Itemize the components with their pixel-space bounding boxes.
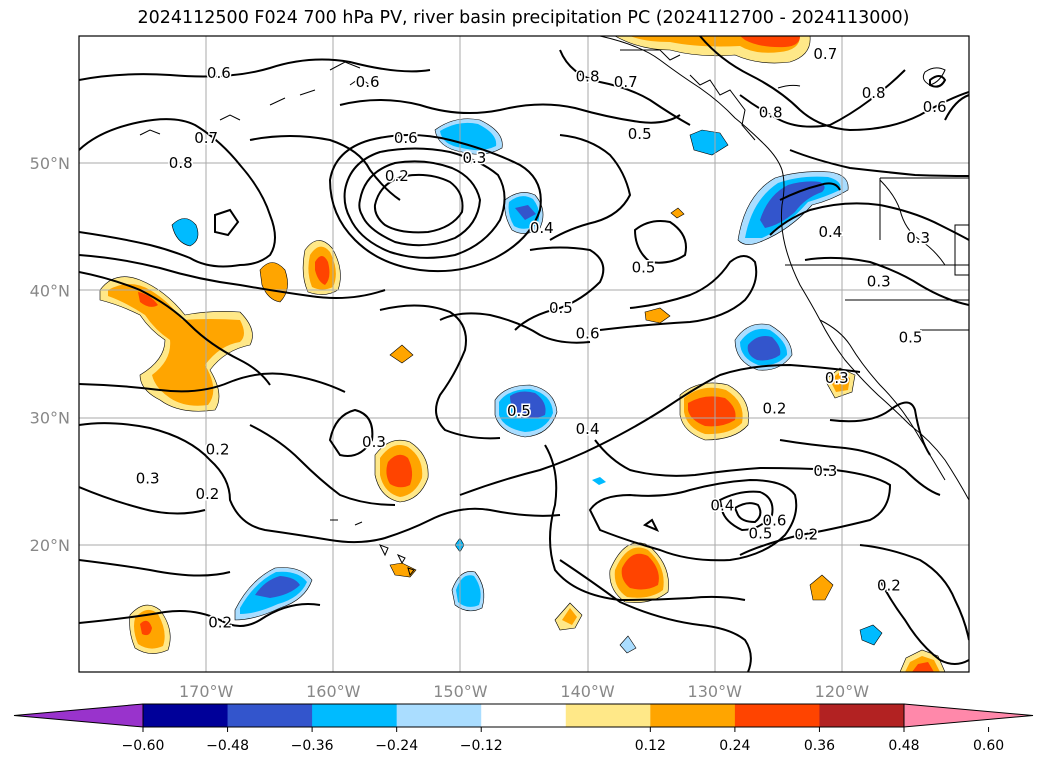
contour-label: 0.5: [507, 402, 531, 420]
contour-label: 0.2: [385, 167, 409, 185]
contour-label: 0.7: [614, 73, 638, 91]
contour-label: 0.2: [877, 577, 901, 595]
contour-label: 0.5: [899, 328, 923, 346]
lon-tick-label: 120°W: [815, 682, 870, 701]
contour-label: 0.2: [763, 400, 787, 418]
contour-labels: 0.6 0.60.70.80.60.20.30.40.8 0.70.50.70.80…: [134, 43, 948, 633]
colorbar-tick-label: 0.60: [973, 738, 1004, 754]
contour-label: 0.5: [749, 524, 773, 542]
axis-ticks: 170°W 160°W 150°W 140°W 130°W 120°W 20°N 30°N 40…: [30, 154, 870, 701]
contour-label: 0.2: [195, 485, 219, 503]
contour-label: 0.4: [576, 420, 600, 438]
colorbar-segment: [227, 704, 313, 727]
contour-label: 0.8: [862, 84, 886, 102]
lat-tick-label: 20°N: [30, 536, 70, 555]
colorbar-tick-label: 0.48: [888, 738, 919, 754]
colorbar-tick-label: −0.48: [206, 738, 249, 754]
contour-label: 0.4: [530, 219, 554, 237]
contour-label: 0.6: [763, 512, 787, 530]
lon-tick-label: 170°W: [179, 682, 234, 701]
contour-label: 0.6: [923, 98, 947, 116]
precip-pos-west: [99, 240, 583, 654]
colorbar-extend-low: [13, 703, 144, 728]
lon-tick-label: 130°W: [688, 682, 743, 701]
contour-label: 0.2: [794, 526, 818, 544]
chart-title: 2024112500 F024 700 hPa PV, river basin …: [137, 8, 910, 28]
contour-label: 0.8: [576, 68, 600, 86]
colorbar-segment: [819, 704, 905, 727]
contour-label: 0.5: [549, 299, 573, 317]
colorbar: −0.60 −0.48 −0.36 −0.24 −0.12 0.12 0.24 0.36 0.4…: [13, 703, 1034, 754]
colorbar-tick-label: 0.24: [719, 738, 750, 754]
lat-tick-label: 40°N: [30, 281, 70, 300]
precip-pos-east: [609, 207, 946, 672]
contour-label: 0.3: [813, 462, 837, 480]
contour-label: 0.7: [194, 129, 218, 147]
colorbar-segment: [481, 704, 567, 727]
lat-tick-label: 50°N: [30, 154, 70, 173]
map-frame: [78, 35, 970, 673]
colorbar-tick-label: 0.36: [804, 738, 835, 754]
contour-label: 0.4: [818, 223, 842, 241]
contour-label: 0.2: [208, 613, 232, 631]
contour-label: 0.3: [867, 272, 891, 290]
colorbar-frame: [142, 703, 905, 728]
contour-label: 0.4: [710, 496, 734, 514]
contour-label: 0.3: [825, 369, 849, 387]
colorbar-tick-label: −0.12: [460, 738, 503, 754]
contour-label: 0.8: [759, 103, 783, 121]
colorbar-tick-label: −0.24: [375, 738, 418, 754]
contour-label: 0.8: [169, 154, 193, 172]
contour-label: 0.6: [207, 64, 231, 82]
contour-label: 0.5: [628, 125, 652, 143]
contour-label: 0.6: [356, 73, 380, 91]
contour-label: 0.3: [362, 433, 386, 451]
contour-label: 0.6: [576, 325, 600, 343]
colorbar-segment: [143, 704, 229, 727]
colorbar-segment: [312, 704, 398, 727]
lon-tick-label: 140°W: [560, 682, 615, 701]
contour-label: 0.3: [136, 470, 160, 488]
colorbar-segment: [734, 704, 820, 727]
colorbar-tick-label: −0.60: [122, 738, 165, 754]
lon-tick-label: 160°W: [306, 682, 361, 701]
contour-label: 0.7: [813, 45, 837, 63]
contour-label: 0.3: [462, 149, 486, 167]
precip-neg: [171, 118, 883, 654]
colorbar-segment: [565, 704, 651, 727]
contour-label: 0.2: [206, 440, 230, 458]
colorbar-tick-label: −0.36: [291, 738, 334, 754]
colorbar-tick-label: 0.12: [635, 738, 666, 754]
pv-contours: [79, 36, 969, 672]
islands: [330, 519, 415, 577]
contour-label: 0.5: [632, 259, 656, 277]
contour-label: 0.3: [906, 229, 930, 247]
colorbar-extend-high: [903, 703, 1034, 728]
precip-shading: [99, 36, 946, 672]
contour-label: 0.6: [394, 129, 418, 147]
lat-tick-label: 30°N: [30, 409, 70, 428]
lon-tick-label: 150°W: [433, 682, 488, 701]
colorbar-segment: [396, 704, 482, 727]
colorbar-segment: [650, 704, 736, 727]
